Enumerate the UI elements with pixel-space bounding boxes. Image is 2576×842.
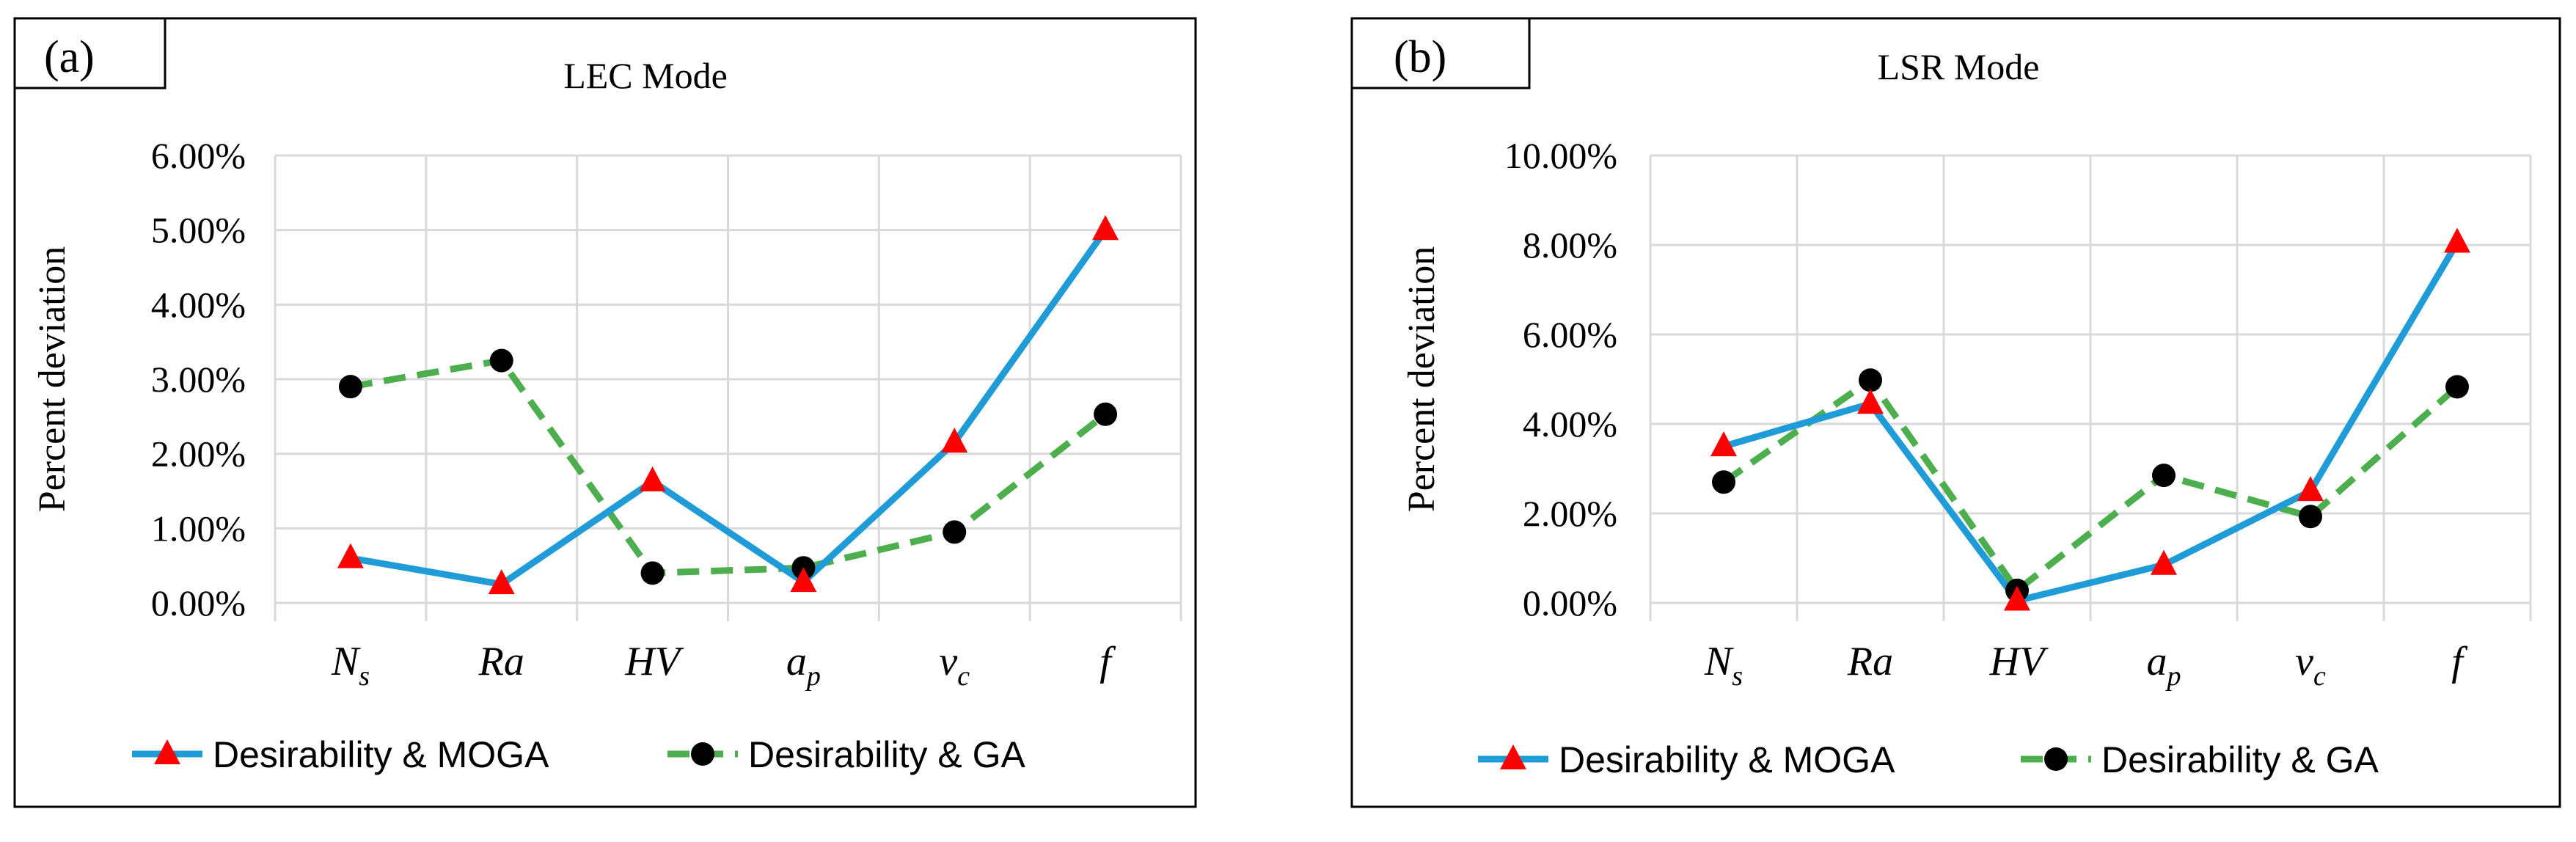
legend-label: Desirability & GA	[2101, 739, 2379, 780]
x-tick-label-subscript: s	[1732, 661, 1743, 692]
legend-marker-moga	[1500, 744, 1526, 769]
y-tick-label: 0.00%	[151, 582, 246, 623]
data-point-moga	[2297, 476, 2324, 502]
data-point-moga	[488, 569, 515, 595]
data-point-moga	[337, 543, 364, 568]
data-point-moga	[941, 428, 968, 453]
y-tick-label: 1.00%	[151, 508, 246, 549]
x-tick-label: Ra	[1847, 639, 1893, 684]
x-tick-label-subscript: c	[957, 661, 970, 692]
data-point-moga	[2444, 227, 2470, 253]
x-tick-label-base: HV	[1989, 639, 2049, 684]
y-tick-label: 6.00%	[151, 135, 246, 176]
x-tick-label-base: Ra	[1847, 639, 1893, 684]
data-point-moga	[2151, 549, 2177, 575]
data-point-ga	[640, 561, 665, 585]
x-tick-label: ap	[786, 639, 821, 692]
legend-marker-ga	[691, 742, 714, 766]
series-line-moga	[1722, 241, 2460, 604]
x-tick-label-base: N	[1704, 639, 1734, 684]
x-tick-label: Ra	[478, 639, 524, 684]
data-point-ga	[2445, 375, 2469, 399]
x-tick-label: vc	[2295, 639, 2326, 692]
legend-marker-ga	[2044, 747, 2068, 771]
data-point-moga	[2004, 585, 2030, 611]
y-tick-label: 6.00%	[1523, 314, 1617, 355]
data-point-moga	[1092, 215, 1119, 241]
y-tick-label: 5.00%	[151, 210, 246, 251]
series-line-moga	[350, 228, 1108, 588]
panel-label-box	[13, 17, 167, 89]
chart-title: LSR Mode	[1878, 46, 2040, 87]
data-point-moga	[1710, 431, 1737, 457]
y-tick-label: 2.00%	[151, 433, 246, 475]
data-point-ga	[2299, 505, 2322, 529]
chart-panel-a: (a) LEC Mode 0.00% 1.00% 2.00% 3.00% 4.00% 5.00…	[13, 17, 1197, 808]
panel-label: (b)	[1394, 32, 1446, 82]
x-tick-label-subscript: s	[359, 661, 370, 692]
x-tick-label-base: HV	[624, 639, 684, 684]
x-tick-label-base: v	[2295, 639, 2313, 684]
y-tick-label: 0.00%	[1523, 582, 1617, 623]
y-tick-label: 4.00%	[1523, 403, 1617, 444]
legend-marker-moga	[154, 739, 180, 764]
x-tick-label-base: N	[331, 639, 361, 684]
data-point-ga	[943, 520, 967, 544]
y-axis-label: Percent deviation	[32, 246, 73, 512]
y-axis-label: Percent deviation	[1401, 246, 1443, 512]
legend-label: Desirability & GA	[748, 734, 1026, 775]
x-tick-label: Ns	[331, 639, 370, 692]
y-tick-label: 8.00%	[1523, 224, 1617, 266]
series-line-ga	[1721, 376, 2459, 594]
y-tick-label: 3.00%	[151, 359, 246, 400]
series-line-ga	[350, 357, 1108, 576]
panel-label-box	[1350, 17, 1531, 89]
x-tick-label-base: Ra	[478, 639, 524, 684]
x-tick-label: Ns	[1704, 639, 1743, 692]
y-tick-label: 2.00%	[1523, 493, 1617, 534]
chart-panel-b: (b) LSR Mode 0.00% 2.00% 4.00% 6.00% 8.00% 10.0…	[1350, 17, 2561, 808]
legend-label: Desirability & MOGA	[213, 734, 549, 775]
data-point-ga	[338, 375, 362, 399]
panel-frame	[13, 17, 1197, 808]
data-point-ga	[1712, 470, 1735, 494]
chart-title: LEC Mode	[563, 55, 728, 96]
x-tick-label-subscript: p	[2165, 661, 2181, 692]
x-tick-label-base: v	[939, 639, 957, 684]
data-point-moga	[639, 466, 666, 491]
y-tick-label: 4.00%	[151, 284, 246, 325]
x-tick-label: HV	[624, 639, 684, 684]
x-tick-label-base: a	[2147, 639, 2167, 684]
data-point-ga	[1859, 368, 1882, 392]
data-point-ga	[489, 348, 513, 373]
x-tick-label-base: a	[786, 639, 807, 684]
y-tick-label: 10.00%	[1504, 135, 1617, 176]
panel-label: (a)	[44, 32, 95, 82]
x-tick-label: HV	[1989, 639, 2049, 684]
data-point-ga	[2152, 464, 2176, 488]
x-tick-label: vc	[939, 639, 970, 692]
data-point-ga	[1094, 402, 1118, 426]
x-tick-label-subscript: c	[2313, 661, 2326, 692]
data-point-moga	[1857, 389, 1884, 414]
data-point-moga	[790, 567, 817, 593]
x-tick-label: ap	[2147, 639, 2181, 692]
legend-label: Desirability & MOGA	[1559, 739, 1895, 780]
x-tick-label-subscript: p	[805, 661, 821, 692]
